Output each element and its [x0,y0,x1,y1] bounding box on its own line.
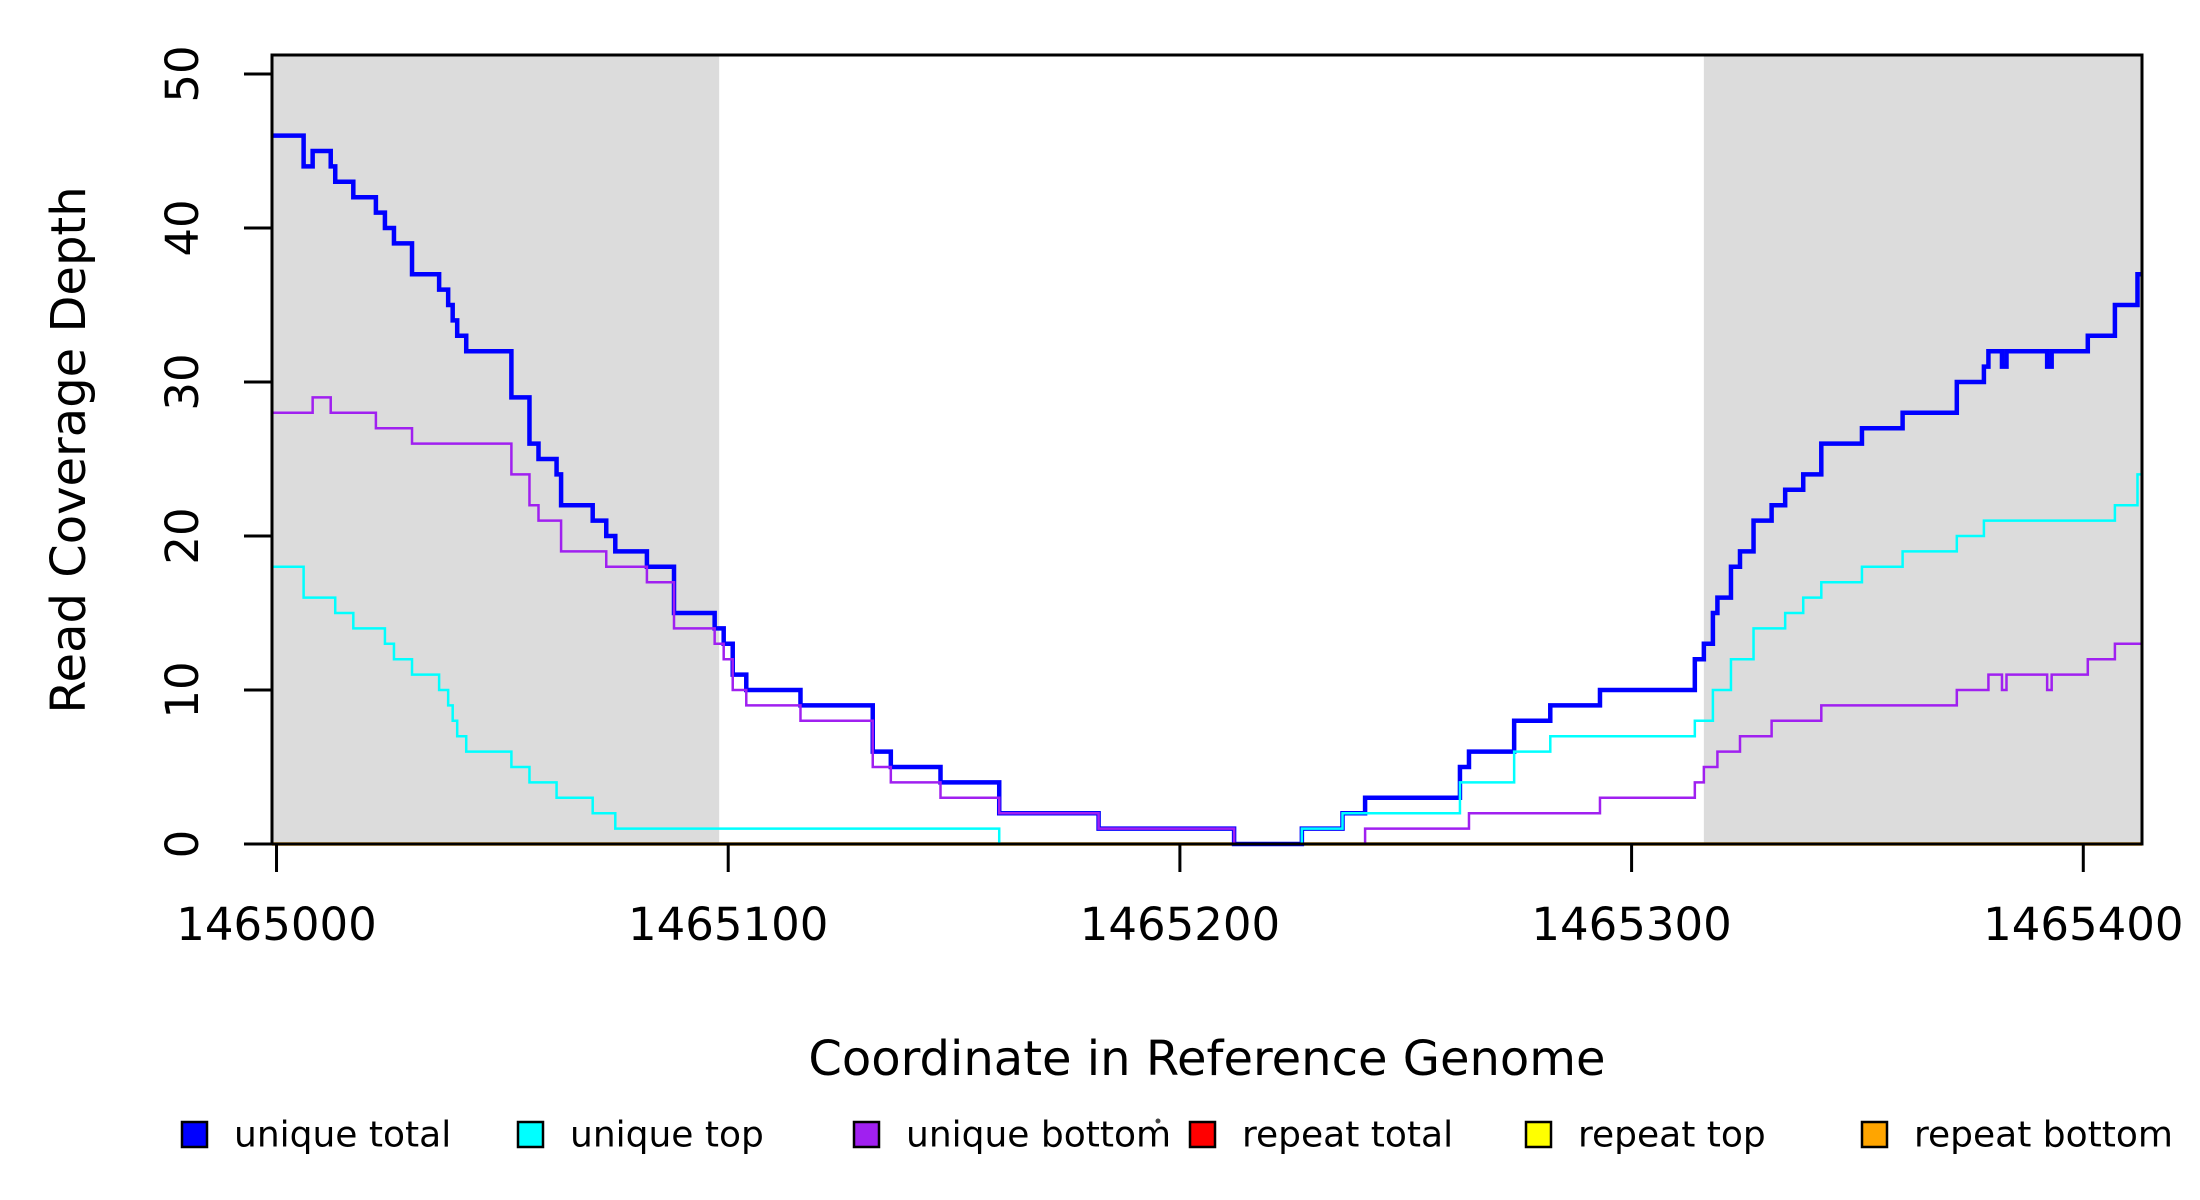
stray-mark [1155,1118,1161,1124]
legend-swatch [1524,1120,1553,1149]
legend-item-label: repeat total [1242,1115,1453,1156]
legend-item: repeat top [1524,1115,1766,1156]
legend-swatch [1188,1120,1217,1149]
y-axis-title: Read Coverage Depth [41,186,97,713]
legend-item-label: unique top [570,1115,764,1156]
y-tick-label: 50 [156,45,209,102]
legend-swatch [852,1120,881,1149]
x-tick-label: 1465100 [628,898,828,951]
legend-item-label: unique bottom [906,1115,1171,1156]
y-tick-label: 10 [156,661,209,718]
legend-swatch [516,1120,545,1149]
x-tick-label: 1465400 [1983,898,2183,951]
y-tick-label: 0 [156,830,209,859]
x-tick-label: 1465300 [1531,898,1731,951]
series-unique-top [272,473,2142,846]
legend: unique total unique top unique bottom repea… [180,1115,2173,1156]
legend-item-label: repeat bottom [1914,1115,2173,1156]
x-tick-label: 1465000 [176,898,376,951]
right-shaded-region [1703,55,2142,844]
x-axis-title: Coordinate in Reference Genome [808,1031,1605,1087]
y-tick-label: 30 [156,353,209,410]
y-tick-label: 20 [156,507,209,564]
legend-item: repeat bottom [1860,1115,2173,1156]
x-tick-label: 1465200 [1080,898,1280,951]
legend-item-label: repeat top [1578,1115,1766,1156]
plot-border-box [270,53,2144,846]
legend-item: unique bottom [852,1115,1171,1156]
y-axis: 0 10 20 30 40 50 [156,45,272,858]
legend-item: unique top [516,1115,764,1156]
x-axis: 1465000 1465100 1465200 1465300 1465400 [176,844,2183,951]
legend-item: unique total [180,1115,451,1156]
legend-item: repeat total [1188,1115,1453,1156]
legend-swatch [1860,1120,1889,1149]
legend-item-label: unique total [234,1115,451,1156]
series-unique-bottom [272,396,2142,846]
y-tick-label: 40 [156,199,209,256]
legend-swatch [180,1120,209,1149]
left-shaded-region [272,55,720,844]
repeat-shaded-regions [272,55,2142,844]
